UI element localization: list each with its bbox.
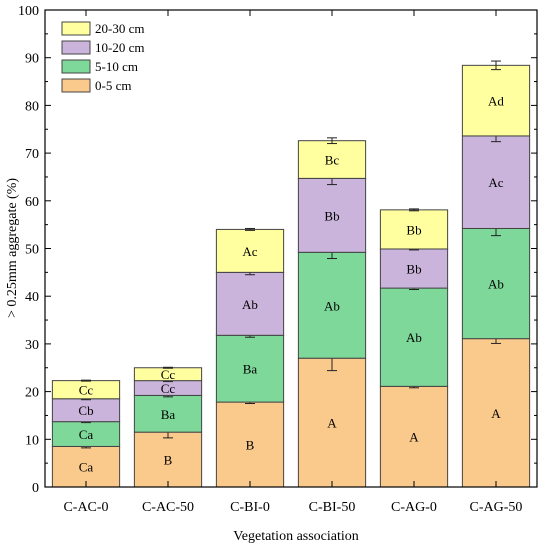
bar-segment bbox=[461, 64, 531, 137]
bar-segment bbox=[297, 357, 367, 488]
bar-segment bbox=[51, 445, 121, 488]
legend: 20-30 cm 10-20 cm 5-10 cm 0-5 cm bbox=[61, 21, 144, 93]
y-tick-label: 0 bbox=[32, 481, 39, 496]
x-tick-label: C-BI-50 bbox=[309, 500, 356, 515]
bar-label: Bb bbox=[324, 208, 339, 223]
bar-label: Bc bbox=[325, 153, 340, 168]
legend-swatch bbox=[61, 59, 91, 74]
bar-label: Ac bbox=[242, 244, 257, 259]
x-tick-label: C-AC-0 bbox=[63, 500, 108, 515]
legend-swatch bbox=[61, 21, 91, 36]
bar-segment bbox=[215, 401, 285, 488]
error-bar bbox=[81, 379, 91, 382]
y-tick-label: 70 bbox=[25, 147, 39, 162]
y-tick-label: 90 bbox=[25, 52, 39, 67]
bar-segment bbox=[461, 338, 531, 488]
legend-label: 20-30 cm bbox=[95, 21, 144, 36]
x-tick-label: C-AC-50 bbox=[142, 500, 194, 515]
legend-label: 5-10 cm bbox=[95, 59, 138, 74]
bar-label: Ab bbox=[406, 330, 422, 345]
bar-segment bbox=[215, 228, 285, 273]
x-tick-label: C-BI-0 bbox=[230, 500, 270, 515]
x-tick-label: C-AG-0 bbox=[391, 500, 437, 515]
error-bar bbox=[163, 366, 173, 369]
bar-label: A bbox=[409, 430, 419, 445]
y-tick-label: 60 bbox=[25, 195, 39, 210]
bar-label: Ac bbox=[488, 175, 503, 190]
bar-label: Ba bbox=[243, 362, 258, 377]
bar-segment bbox=[297, 140, 367, 179]
bar-label: Bb bbox=[406, 262, 421, 277]
bar-label: Ab bbox=[242, 297, 258, 312]
y-tick-label: 20 bbox=[25, 386, 39, 401]
legend-swatch bbox=[61, 40, 91, 55]
bar-segment bbox=[297, 251, 367, 359]
legend-label: 10-20 cm bbox=[95, 40, 144, 55]
bar-segment bbox=[215, 334, 285, 403]
bar-label: Cc bbox=[161, 381, 176, 396]
y-tick-label: 40 bbox=[25, 290, 39, 305]
x-axis-title: Vegetation association bbox=[233, 529, 359, 544]
bar-label: Ab bbox=[324, 298, 340, 313]
bar-segment bbox=[215, 271, 285, 336]
bar-label: B bbox=[246, 438, 255, 453]
bar-label: Cb bbox=[78, 403, 93, 418]
bars-layer: CaCaCbCcBBaCcCcBBaAbAcAAbBbBcAAbBbBbAAbA… bbox=[51, 60, 531, 488]
bar-label: Cc bbox=[79, 383, 94, 398]
bar-segment bbox=[379, 385, 449, 488]
bar-label: B bbox=[164, 453, 173, 468]
error-bar bbox=[409, 208, 419, 212]
bar-label: Ca bbox=[79, 460, 94, 475]
bar-segment bbox=[461, 227, 531, 340]
y-tick-label: 30 bbox=[25, 338, 39, 353]
bar-label: Ca bbox=[79, 427, 94, 442]
bar-label: Ba bbox=[161, 407, 176, 422]
bar-segment bbox=[461, 135, 531, 229]
y-tick-label: 50 bbox=[25, 243, 39, 258]
y-axis-title: > 0.25mm aggregate (%) bbox=[5, 178, 20, 318]
y-tick-label: 80 bbox=[25, 99, 39, 114]
bar-label: Bb bbox=[406, 222, 421, 237]
bar-label: A bbox=[491, 406, 501, 421]
error-bar bbox=[491, 60, 501, 71]
bar-label: Ab bbox=[488, 277, 504, 292]
y-tick-label: 100 bbox=[18, 4, 39, 19]
bar-label: A bbox=[327, 416, 337, 431]
legend-label: 0-5 cm bbox=[95, 78, 131, 93]
bar-segment bbox=[379, 248, 449, 289]
bar-label: Cc bbox=[161, 367, 176, 382]
error-bar bbox=[327, 137, 337, 145]
error-bar bbox=[245, 227, 255, 231]
x-tick-label: C-AG-50 bbox=[470, 500, 523, 515]
bar-segment bbox=[297, 177, 367, 253]
axes-layer: 0 10 20 30 40 50 60 70 80 90 100 C-AC-0 C-AC-50 C-BI-… bbox=[18, 4, 538, 515]
bar-label: Ad bbox=[488, 94, 504, 109]
y-tick-label: 10 bbox=[25, 433, 39, 448]
legend-swatch bbox=[61, 78, 91, 93]
